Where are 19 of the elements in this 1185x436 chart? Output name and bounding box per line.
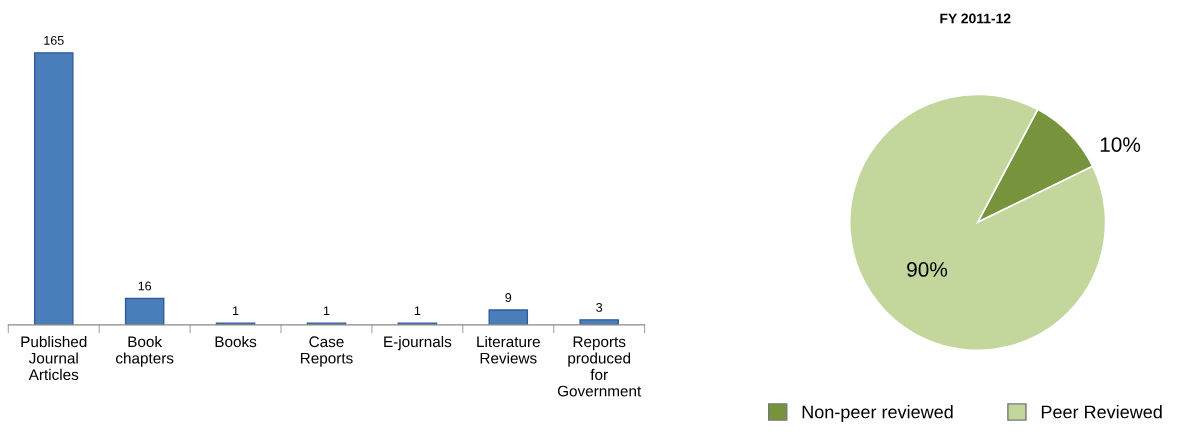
legend-label: Non-peer reviewed — [802, 405, 953, 422]
x-tick-label: Books — [215, 335, 257, 348]
x-tick-label: Reports produced for Government — [557, 336, 642, 397]
x-tick-label: Published Journal Articles — [21, 335, 87, 381]
data-label: 90% — [907, 262, 948, 277]
data-label: 16 — [138, 281, 152, 291]
data-label: 1 — [414, 306, 421, 316]
data-label: 165 — [44, 35, 64, 45]
data-label: 9 — [505, 293, 512, 302]
x-tick-label: Book chapters — [116, 335, 174, 367]
data-label: 3 — [596, 303, 603, 312]
x-tick-label: Case Reports — [300, 336, 353, 367]
data-label: 10% — [1100, 137, 1141, 152]
x-tick-label: E-journals — [384, 335, 452, 351]
x-tick-label: Literature Reviews — [477, 335, 540, 364]
legend-label: Peer Reviewed — [1041, 405, 1162, 419]
data-label: 1 — [233, 306, 239, 316]
data-label: 1 — [323, 306, 330, 316]
chart-title: FY 2011-12 — [940, 13, 1011, 24]
